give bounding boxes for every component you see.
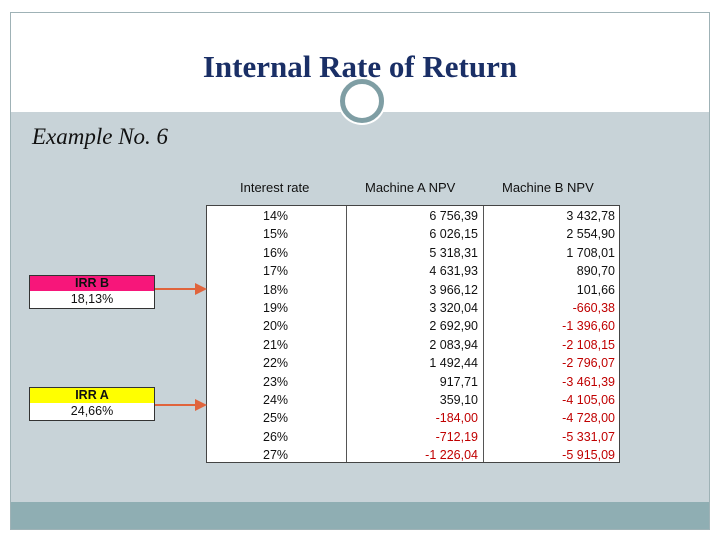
- irr-b-value: 18,13%: [30, 291, 154, 308]
- rate-cell: 23%: [263, 374, 289, 389]
- irr-a-arrow-icon: [155, 399, 207, 411]
- machine-b-npv-cell: -2 108,15: [562, 337, 615, 352]
- machine-b-npv-cell: -5 915,09: [562, 448, 615, 463]
- irr-b-label: IRR B: [30, 276, 154, 291]
- irr-a-value: 24,66%: [30, 403, 154, 420]
- machine-b-npv-cell: -4 728,00: [562, 411, 615, 426]
- footer-bar: [11, 502, 709, 529]
- machine-b-npv-cell: -2 796,07: [562, 356, 615, 371]
- machine-a-npv-cell: 5 318,31: [429, 245, 478, 260]
- rate-cell: 14%: [263, 209, 289, 223]
- example-heading: Example No. 6: [32, 124, 169, 149]
- machine-a-npv-cell: -184,00: [435, 411, 478, 426]
- machine-b-npv-cell: 101,66: [576, 282, 615, 297]
- machine-a-npv-cell: -1 226,04: [425, 448, 478, 463]
- decorative-circle-icon: [340, 79, 384, 123]
- machine-a-npv-cell: 2 083,94: [429, 337, 478, 352]
- machine-b-npv-cell: -660,38: [572, 300, 615, 315]
- machine-b-npv-cell: -1 396,60: [562, 319, 615, 334]
- rate-cell: 27%: [263, 448, 289, 463]
- machine-a-npv-cell: -712,19: [435, 429, 478, 444]
- header-interest-rate: Interest rate: [240, 180, 310, 195]
- column-divider: [346, 206, 347, 462]
- rate-column: 14% 15% 16% 17% 18% 19% 20% 21% 22% 23% 24% 25% 26% 2…: [207, 206, 347, 462]
- irr-b-arrow-icon: [155, 283, 207, 295]
- rate-cell: 24%: [263, 392, 289, 407]
- machine-a-npv-cell: 2 692,90: [429, 319, 478, 334]
- machine-b-npv-cell: 2 554,90: [566, 227, 615, 242]
- irr-b-box: IRR B 18,13%: [29, 275, 155, 309]
- machine-a-column: 6 756,39 6 026,15 5 318,31 4 631,93 3 966,12…: [347, 206, 484, 462]
- machine-b-npv-cell: 3 432,78: [566, 209, 615, 223]
- machine-b-npv-cell: -3 461,39: [562, 374, 615, 389]
- rate-cell: 15%: [263, 227, 289, 242]
- column-divider: [483, 206, 484, 462]
- rate-cell: 18%: [263, 282, 289, 297]
- rate-cell: 17%: [263, 264, 289, 279]
- machine-a-npv-cell: 917,71: [439, 374, 478, 389]
- irr-a-box: IRR A 24,66%: [29, 387, 155, 421]
- machine-a-npv-cell: 3 320,04: [429, 300, 478, 315]
- rate-cell: 25%: [263, 411, 289, 426]
- rate-cell: 16%: [263, 245, 289, 260]
- rate-cell: 19%: [263, 300, 289, 315]
- machine-a-npv-cell: 359,10: [439, 392, 478, 407]
- machine-b-npv-cell: -4 105,06: [562, 392, 615, 407]
- machine-a-npv-cell: 3 966,12: [429, 282, 478, 297]
- header-machine-a-npv: Machine A NPV: [365, 180, 456, 195]
- rate-cell: 20%: [263, 319, 289, 334]
- rate-cell: 22%: [263, 356, 289, 371]
- machine-a-npv-cell: 6 756,39: [429, 209, 478, 223]
- machine-b-npv-cell: 890,70: [576, 264, 615, 279]
- machine-a-npv-cell: 4 631,93: [429, 264, 478, 279]
- npv-table: 14% 15% 16% 17% 18% 19% 20% 21% 22% 23% 24% 25% 26% 2…: [206, 205, 620, 463]
- machine-b-npv-cell: -5 331,07: [562, 429, 615, 444]
- rate-cell: 26%: [263, 429, 289, 444]
- irr-a-label: IRR A: [30, 388, 154, 403]
- slide-title: Internal Rate of Return: [202, 49, 518, 84]
- machine-b-npv-cell: 1 708,01: [566, 245, 615, 260]
- machine-b-column: 3 432,78 2 554,90 1 708,01 890,70 101,66 -660…: [484, 206, 620, 462]
- machine-a-npv-cell: 1 492,44: [429, 356, 478, 371]
- header-machine-b-npv: Machine B NPV: [502, 180, 594, 195]
- machine-a-npv-cell: 6 026,15: [429, 227, 478, 242]
- rate-cell: 21%: [263, 337, 289, 352]
